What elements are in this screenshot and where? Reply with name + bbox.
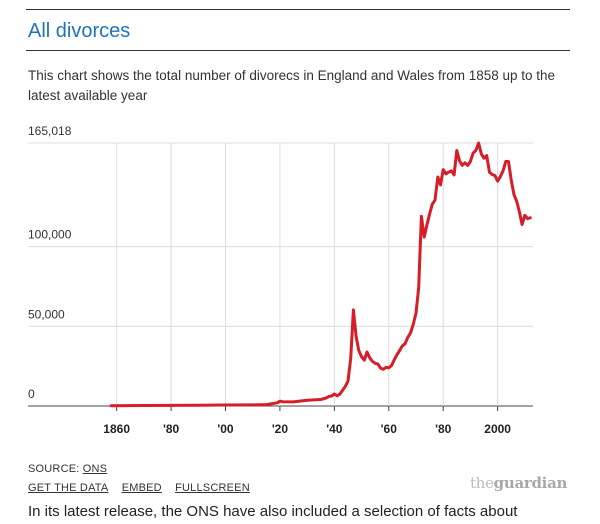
series-layer [109, 141, 532, 408]
x-tick-label-1: '80 [163, 422, 180, 436]
x-tick-label-2: '00 [217, 422, 234, 436]
x-tick-labels: 1860 '80 '00 '20 '40 '60 '80 2000 [103, 422, 511, 436]
chart-subtitle: This chart shows the total number of div… [28, 68, 556, 103]
guardian-logo: theguardian [470, 474, 567, 492]
chart-links: GET THE DATA EMBED FULLSCREEN [28, 482, 260, 494]
title-rule [26, 50, 570, 51]
logo-the: the [470, 474, 494, 492]
series-line-0 [109, 141, 532, 408]
get-the-data-link[interactable]: GET THE DATA [28, 482, 109, 494]
top-rule [26, 9, 570, 10]
source-line: SOURCE: ONS [28, 463, 107, 475]
y-tick-label-0: 0 [28, 387, 35, 401]
grid-layer [28, 142, 533, 411]
y-tick-label-2: 100,000 [28, 228, 72, 242]
x-tick-label-0: 1860 [103, 422, 130, 436]
logo-name: guardian [493, 474, 568, 492]
y-tick-label-1: 50,000 [28, 307, 65, 321]
x-tick-label-5: '60 [381, 422, 398, 436]
line-chart: 0 50,000 100,000 165,018 1860 '80 '00 '20 '40 '6… [28, 124, 533, 436]
x-tick-label-6: '80 [435, 422, 452, 436]
article-body-text: In its latest release, the ONS have also… [28, 503, 518, 520]
embed-link[interactable]: EMBED [121, 482, 162, 494]
chart-title: All divorces [28, 20, 131, 42]
source-link-ons[interactable]: ONS [82, 463, 108, 475]
fullscreen-link[interactable]: FULLSCREEN [175, 482, 250, 494]
y-tick-labels: 0 50,000 100,000 165,018 [28, 124, 72, 401]
x-tick-label-3: '20 [272, 422, 289, 436]
source-prefix: SOURCE: [28, 463, 83, 475]
y-tick-label-3: 165,018 [28, 124, 72, 138]
x-tick-label-7: 2000 [484, 422, 511, 436]
x-tick-label-4: '40 [326, 422, 343, 436]
